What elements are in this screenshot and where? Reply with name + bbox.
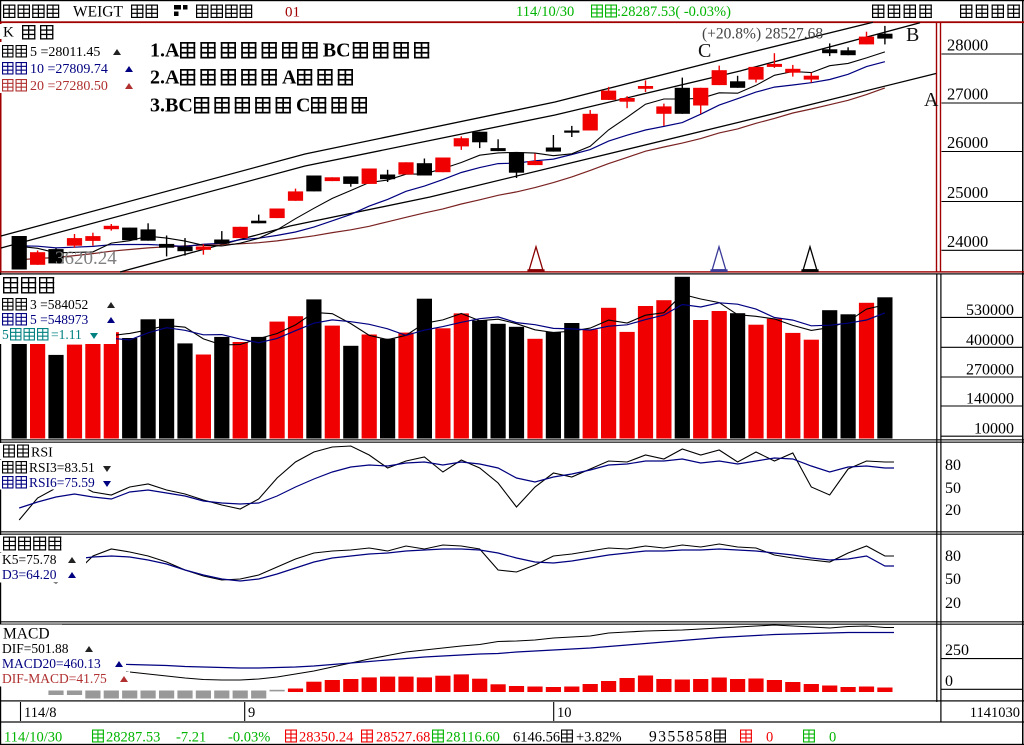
svg-text:1141030: 1141030 [970,705,1020,721]
svg-text:80: 80 [945,457,961,474]
svg-text:(+20.8%) 28527.68: (+20.8%) 28527.68 [702,26,823,43]
svg-text:25000: 25000 [947,183,988,202]
svg-text:140000: 140000 [966,391,1014,408]
svg-text:-0.03%: -0.03% [228,730,270,745]
svg-text:28000: 28000 [947,36,988,55]
svg-text:10000: 10000 [974,421,1014,438]
svg-text:0: 0 [829,730,836,745]
svg-text:20: 20 [945,595,961,612]
svg-text:9: 9 [248,705,255,721]
svg-text:270000: 270000 [966,362,1014,379]
svg-text:0: 0 [766,730,773,745]
svg-text::28287.53( -0.03%): :28287.53( -0.03%) [617,4,731,20]
svg-text:80: 80 [945,548,961,565]
svg-text:MACD20=460.13: MACD20=460.13 [2,656,101,671]
svg-text:26000: 26000 [947,133,988,152]
svg-text:3.BC: 3.BC [150,95,193,117]
svg-text:MACD: MACD [3,626,50,643]
svg-text:WEIGT: WEIGT [73,4,123,21]
svg-text:=1.11: =1.11 [51,327,82,342]
svg-text:B: B [906,24,919,46]
svg-text:DIF=501.88: DIF=501.88 [2,641,69,656]
svg-text:27000: 27000 [947,85,988,104]
svg-text:DIF-MACD=41.75: DIF-MACD=41.75 [2,671,107,686]
svg-text:50: 50 [945,480,961,497]
svg-text:RSI3=83.51: RSI3=83.51 [29,460,95,475]
svg-text:C: C [698,40,711,62]
svg-text:A: A [282,67,297,89]
svg-text:3 =584052: 3 =584052 [30,297,88,312]
svg-text:2.A: 2.A [150,67,180,89]
svg-text:-7.21: -7.21 [176,730,206,745]
svg-text:20: 20 [945,502,961,519]
svg-text:400000: 400000 [966,332,1014,349]
svg-text:50: 50 [945,571,961,588]
svg-text:BC: BC [323,40,351,62]
svg-text:RSI: RSI [31,446,53,461]
svg-text:RSI6=75.59: RSI6=75.59 [29,475,95,490]
svg-text:530000: 530000 [966,302,1014,319]
svg-text:28527.68: 28527.68 [376,730,430,745]
svg-text:10: 10 [557,705,572,721]
svg-text:28350.24: 28350.24 [299,730,354,745]
svg-text:C: C [296,95,310,117]
svg-text:K: K [3,25,14,41]
svg-text:5: 5 [2,327,9,342]
svg-text:114/10/30: 114/10/30 [516,4,574,20]
svg-text:01: 01 [285,5,300,21]
svg-text:K5=75.78: K5=75.78 [2,552,57,567]
svg-text:10 =27809.74: 10 =27809.74 [30,62,108,77]
svg-text:28116.60: 28116.60 [446,730,500,745]
svg-text:250: 250 [945,642,969,659]
svg-text:20 =27280.50: 20 =27280.50 [30,79,108,94]
svg-text:114/8: 114/8 [24,705,57,721]
svg-text:6146.56: 6146.56 [513,730,560,745]
svg-text:3620.24: 3620.24 [55,248,117,269]
svg-text:0: 0 [945,673,953,690]
svg-text:D3=64.20: D3=64.20 [2,567,57,582]
svg-text:5 =548973: 5 =548973 [30,312,88,327]
svg-text:28287.53: 28287.53 [106,730,160,745]
svg-text:1.A: 1.A [150,40,180,62]
svg-text:9355858: 9355858 [649,729,714,745]
svg-text:114/10/30: 114/10/30 [4,730,62,745]
svg-text:5 =28011.45: 5 =28011.45 [30,45,100,60]
svg-text:A: A [924,89,939,111]
svg-text:+3.82%: +3.82% [576,730,622,745]
svg-text:24000: 24000 [947,232,988,251]
